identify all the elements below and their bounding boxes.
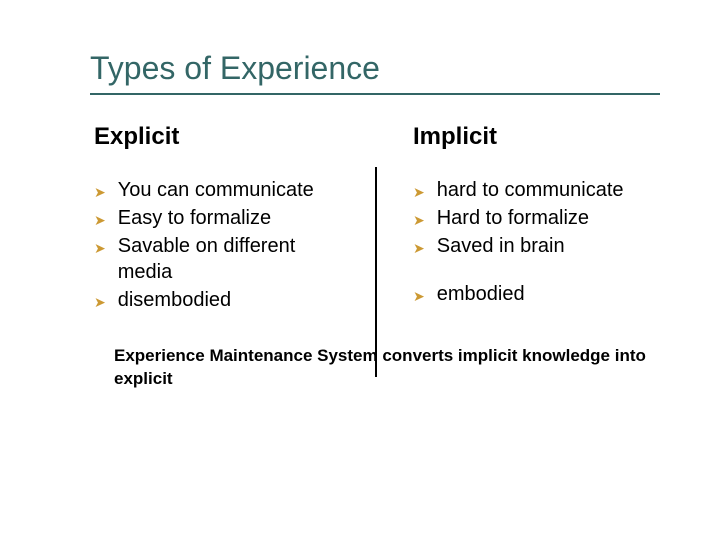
list-item: ➤ Easy to formalize xyxy=(94,205,341,231)
list-item: ➤ disembodied xyxy=(94,287,341,313)
bullet-arrow-icon: ➤ xyxy=(413,211,425,229)
bullet-text: Savable on different media xyxy=(118,233,341,285)
list-item: ➤ hard to communicate xyxy=(413,177,660,203)
right-column: Implicit ➤ hard to communicate ➤ Hard to f… xyxy=(371,123,660,315)
list-item: ➤ Savable on different media xyxy=(94,233,341,285)
bullet-arrow-icon: ➤ xyxy=(413,239,425,257)
slide-title: Types of Experience xyxy=(90,50,660,87)
slide: Types of Experience Explicit ➤ You can co… xyxy=(0,0,720,431)
bullet-text: Hard to formalize xyxy=(437,205,589,231)
list-item: ➤ Hard to formalize xyxy=(413,205,660,231)
column-divider xyxy=(375,167,377,377)
right-bullets-top: ➤hard to communicate ➤Hard to formalize … xyxy=(413,177,660,259)
columns-container: Explicit ➤ You can communicate ➤ Easy to f… xyxy=(90,123,660,315)
left-column: Explicit ➤ You can communicate ➤ Easy to f… xyxy=(90,123,371,315)
bullet-arrow-icon: ➤ xyxy=(413,183,425,201)
right-bullets-bottom: ➤ embodied xyxy=(413,281,660,307)
bullet-text: Easy to formalize xyxy=(118,205,271,231)
bullet-text: hard to communicate xyxy=(437,177,624,203)
bullet-text: embodied xyxy=(437,281,525,307)
bullet-arrow-icon: ➤ xyxy=(94,239,106,257)
bullet-arrow-icon: ➤ xyxy=(94,183,106,201)
list-item: ➤ You can communicate xyxy=(94,177,341,203)
list-item: ➤ Saved in brain xyxy=(413,233,660,259)
left-heading: Explicit xyxy=(94,123,341,151)
bullet-text: You can communicate xyxy=(118,177,314,203)
title-underline xyxy=(90,93,660,95)
left-bullets: ➤You can communicate ➤Easy to formalize … xyxy=(94,177,341,313)
list-item: ➤ embodied xyxy=(413,281,660,307)
bullet-arrow-icon: ➤ xyxy=(413,287,425,305)
bullet-text: disembodied xyxy=(118,287,231,313)
bullet-arrow-icon: ➤ xyxy=(94,211,106,229)
bullet-arrow-icon: ➤ xyxy=(94,293,106,311)
right-heading: Implicit xyxy=(413,123,660,151)
spacer xyxy=(413,261,660,281)
bullet-text: Saved in brain xyxy=(437,233,565,259)
